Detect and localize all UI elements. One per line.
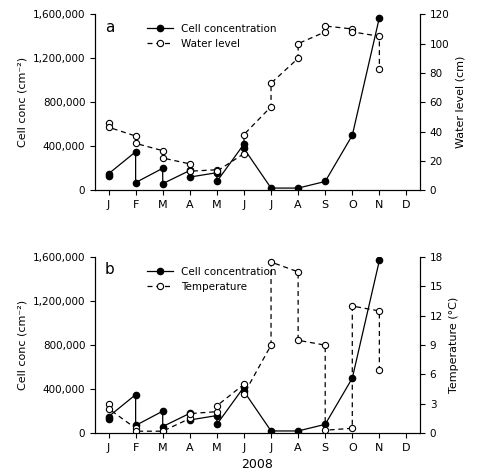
Y-axis label: Temperature (°C): Temperature (°C) bbox=[448, 297, 458, 393]
Text: b: b bbox=[105, 262, 115, 278]
Y-axis label: Cell conc (cm⁻²): Cell conc (cm⁻²) bbox=[17, 57, 27, 148]
Legend: Cell concentration, Water level: Cell concentration, Water level bbox=[142, 20, 280, 53]
Y-axis label: Water level (cm): Water level (cm) bbox=[455, 56, 465, 149]
Text: a: a bbox=[105, 20, 114, 35]
Y-axis label: Cell conc (cm⁻²): Cell conc (cm⁻²) bbox=[17, 300, 27, 390]
X-axis label: 2008: 2008 bbox=[242, 458, 274, 471]
Legend: Cell concentration, Temperature: Cell concentration, Temperature bbox=[142, 262, 280, 297]
